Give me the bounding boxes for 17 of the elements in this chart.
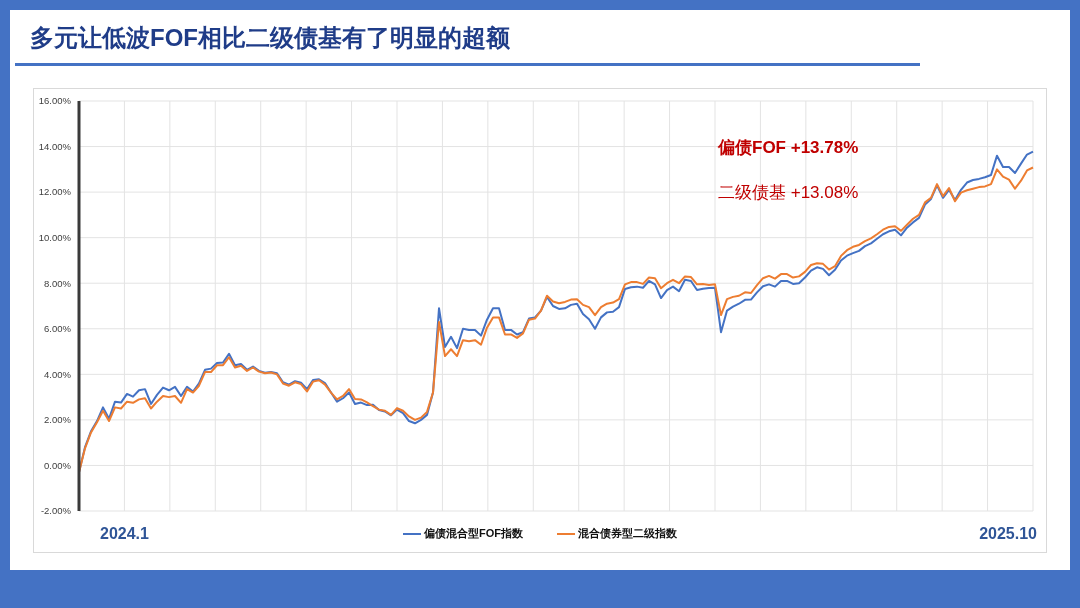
text: 2025.10 [979,525,1037,542]
annotation: 偏债FOF +13.78% [718,138,859,157]
y-tick-label: 4.00% [44,368,72,380]
y-tick-label: 2.00% [44,414,72,426]
text: 2024.1 [100,525,149,542]
y-tick-label: 8.00% [44,277,72,289]
y-tick-label: 16.00% [38,95,72,107]
y-tick-label: 0.00% [44,459,72,471]
legend-label: 混合债券型二级指数 [578,527,677,539]
chart-title: 多元让低波FOF相比二级债基有了明显的超额 [30,24,510,51]
y-tick-label: -2.00% [40,505,72,517]
y-tick-label: 6.00% [44,323,72,335]
annotation: 二级债基 +13.08% [718,183,859,202]
legend-label: 偏债混合型FOF指数 [424,527,523,539]
y-tick-label: 10.00% [38,232,72,244]
y-tick-label: 14.00% [38,140,72,152]
y-tick-label: 12.00% [38,186,72,198]
